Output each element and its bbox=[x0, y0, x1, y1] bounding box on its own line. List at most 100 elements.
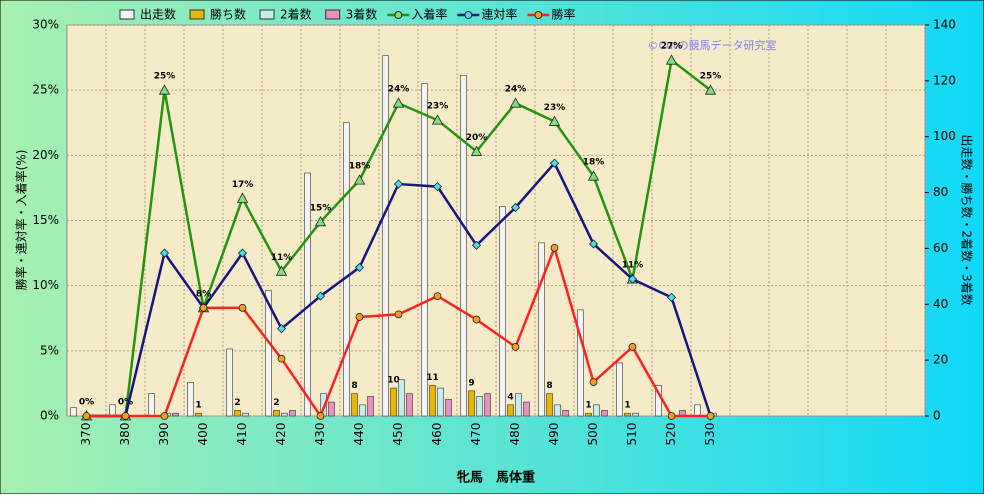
bar bbox=[304, 172, 311, 417]
marker bbox=[588, 239, 599, 249]
bar bbox=[109, 404, 116, 417]
marker bbox=[355, 313, 364, 321]
bar bbox=[328, 401, 335, 417]
x-tick-label: 400 bbox=[196, 423, 210, 446]
marker bbox=[549, 158, 560, 168]
y2-tick-label: 40 bbox=[933, 297, 948, 311]
x-tick-label: 480 bbox=[508, 423, 522, 446]
bar bbox=[226, 348, 233, 417]
bar-label: 10 bbox=[387, 376, 400, 386]
bar bbox=[242, 412, 249, 417]
marker bbox=[236, 192, 249, 203]
line-label: 11% bbox=[271, 253, 293, 263]
line-label: 27% bbox=[661, 42, 683, 52]
bar bbox=[281, 412, 288, 417]
marker bbox=[121, 412, 130, 420]
bar-label: 9 bbox=[468, 378, 474, 388]
y2-tick-label: 0 bbox=[933, 409, 941, 423]
bar bbox=[382, 55, 389, 417]
bar bbox=[585, 412, 592, 417]
marker bbox=[314, 215, 327, 227]
bar bbox=[546, 393, 553, 417]
line-label: 20% bbox=[466, 133, 488, 143]
bar bbox=[515, 393, 522, 417]
marker bbox=[548, 115, 561, 126]
marker bbox=[432, 182, 443, 192]
bar bbox=[234, 410, 241, 417]
line-label: 0% bbox=[79, 398, 94, 408]
marker bbox=[277, 354, 286, 363]
bar-label: 11 bbox=[426, 373, 439, 383]
marker bbox=[471, 240, 482, 250]
x-tick-label: 380 bbox=[118, 423, 132, 446]
marker bbox=[237, 248, 248, 258]
marker bbox=[665, 54, 678, 65]
bar-label: 2 bbox=[273, 398, 279, 408]
marker bbox=[353, 174, 366, 185]
marker bbox=[315, 291, 326, 301]
line-label: 18% bbox=[583, 158, 605, 168]
line-label: 24% bbox=[388, 85, 410, 95]
bar bbox=[437, 387, 444, 417]
y2-axis-title: 出走数・勝ち数・2着数・3着数 bbox=[960, 134, 975, 305]
marker bbox=[550, 243, 559, 252]
y-tick-label: 5% bbox=[40, 343, 59, 357]
marker bbox=[706, 412, 715, 420]
x-tick-label: 500 bbox=[586, 423, 600, 446]
line-label: 11% bbox=[622, 261, 644, 271]
marker bbox=[509, 97, 522, 108]
marker bbox=[628, 343, 637, 351]
line-label: 25% bbox=[700, 72, 722, 82]
x-tick-label: 490 bbox=[547, 423, 561, 446]
x-tick-label: 450 bbox=[391, 423, 405, 446]
line-label: 0% bbox=[118, 398, 133, 408]
bar-label: 1 bbox=[624, 401, 630, 411]
legend-marker bbox=[534, 11, 543, 19]
marker bbox=[666, 292, 677, 302]
bar bbox=[624, 412, 631, 417]
y-tick-label: 15% bbox=[32, 213, 59, 227]
y-tick-label: 25% bbox=[32, 83, 59, 97]
y-axis-title: 勝率・連対率・入着率(%) bbox=[14, 150, 29, 291]
y2-tick-label: 100 bbox=[933, 129, 956, 143]
x-axis-title: 牝馬 馬体重 bbox=[457, 470, 535, 486]
legend-label: 勝ち数 bbox=[210, 7, 246, 22]
marker bbox=[238, 303, 247, 312]
bar bbox=[507, 404, 514, 417]
line-label: 18% bbox=[349, 162, 371, 172]
marker bbox=[589, 378, 598, 387]
bar-label: 4 bbox=[507, 392, 513, 402]
bar bbox=[632, 412, 639, 417]
x-tick-label: 460 bbox=[430, 423, 444, 446]
marker bbox=[199, 303, 208, 312]
legend-swatch bbox=[259, 9, 275, 20]
marker bbox=[704, 84, 717, 95]
line-label: 8% bbox=[196, 289, 211, 299]
bar bbox=[616, 362, 623, 417]
bar bbox=[195, 412, 202, 417]
bar bbox=[593, 404, 600, 417]
x-tick-label: 420 bbox=[274, 423, 288, 446]
marker bbox=[159, 248, 170, 258]
bar bbox=[406, 393, 413, 417]
line-label: 15% bbox=[310, 203, 332, 213]
legend-marker bbox=[394, 11, 403, 19]
bar bbox=[398, 379, 405, 417]
y-tick-label: 10% bbox=[32, 278, 59, 292]
marker bbox=[394, 310, 403, 319]
bar bbox=[172, 412, 179, 417]
x-tick-label: 430 bbox=[313, 423, 327, 446]
legend-label: 入着率 bbox=[411, 7, 447, 22]
bar bbox=[460, 74, 467, 417]
bar bbox=[273, 410, 280, 417]
marker bbox=[472, 315, 481, 324]
marker bbox=[667, 412, 676, 420]
marker bbox=[392, 97, 405, 108]
bar bbox=[468, 390, 475, 417]
marker bbox=[510, 202, 521, 213]
marker bbox=[431, 114, 444, 125]
bar bbox=[577, 309, 584, 417]
y-tick-label: 0% bbox=[40, 409, 59, 423]
x-tick-label: 440 bbox=[352, 423, 366, 446]
